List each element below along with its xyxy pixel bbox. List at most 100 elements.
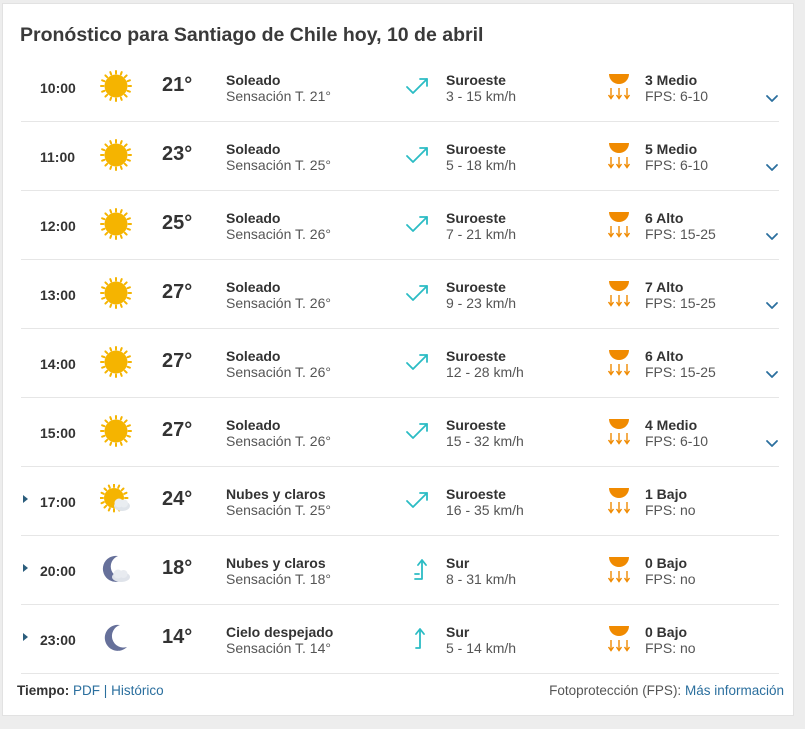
sun-icon	[100, 139, 132, 171]
forecast-row[interactable]: 13:00 27° Soleado Sensación T. 26° Suroe…	[21, 260, 779, 329]
row-temperature: 14°	[162, 626, 193, 648]
row-temperature: 27°	[162, 419, 193, 441]
wind-south-icon	[405, 625, 431, 651]
chevron-down-icon[interactable]	[765, 298, 779, 309]
sun-cloud-icon	[99, 483, 132, 516]
row-wind: Sur 8 - 31 km/h	[446, 555, 516, 587]
uv-sun-icon	[607, 209, 631, 239]
feels-like: Sensación T. 26°	[226, 226, 331, 242]
chevron-down-icon[interactable]	[765, 160, 779, 171]
wind-southwest-icon	[405, 418, 431, 444]
wind-direction: Suroeste	[446, 279, 506, 295]
chevron-down-icon[interactable]	[765, 436, 779, 447]
forecast-row[interactable]: 17:00 24° Nubes y claros Sensación T. 25…	[21, 467, 779, 536]
feels-like: Sensación T. 18°	[226, 571, 331, 587]
historico-link[interactable]: Histórico	[111, 683, 164, 698]
wind-direction: Suroeste	[446, 72, 506, 88]
wind-speed: 5 - 14 km/h	[446, 640, 517, 656]
fps-value: FPS: 6-10	[645, 157, 709, 173]
feels-like: Sensación T. 26°	[226, 295, 331, 311]
row-uv: 4 Medio FPS: 6-10	[645, 417, 708, 449]
row-wind: Suroeste 16 - 35 km/h	[446, 486, 524, 518]
row-time: 11:00	[40, 149, 76, 165]
row-condition: Cielo despejado Sensación T. 14°	[226, 624, 333, 656]
row-condition: Soleado Sensación T. 25°	[226, 141, 331, 173]
moon-icon	[100, 622, 132, 654]
page-title: Pronóstico para Santiago de Chile hoy, 1…	[20, 24, 484, 46]
uv-sun-icon	[607, 623, 631, 653]
row-uv: 0 Bajo FPS: no	[645, 555, 696, 587]
row-uv: 6 Alto FPS: 15-25	[645, 210, 716, 242]
row-wind: Suroeste 3 - 15 km/h	[446, 72, 516, 104]
fps-value: FPS: 15-25	[645, 226, 716, 242]
chevron-down-icon[interactable]	[765, 229, 779, 240]
row-condition: Nubes y claros Sensación T. 18°	[226, 555, 331, 587]
row-temperature: 27°	[162, 350, 193, 372]
uv-index: 0 Bajo	[645, 624, 688, 640]
row-wind: Suroeste 15 - 32 km/h	[446, 417, 524, 449]
row-wind: Sur 5 - 14 km/h	[446, 624, 516, 656]
wind-southwest-icon	[405, 211, 431, 237]
more-info-link[interactable]: Más información	[684, 683, 784, 698]
forecast-row[interactable]: 14:00 27° Soleado Sensación T. 26° Suroe…	[21, 329, 779, 398]
expand-caret-icon[interactable]	[23, 564, 28, 572]
row-uv: 3 Medio FPS: 6-10	[645, 72, 708, 104]
wind-direction: Suroeste	[446, 210, 506, 226]
feels-like: Sensación T. 25°	[226, 502, 331, 518]
forecast-row[interactable]: 20:00 18° Nubes y claros Sensación T. 18…	[21, 536, 779, 605]
link-separator: |	[103, 683, 108, 698]
sun-icon	[100, 277, 132, 309]
fps-value: FPS: no	[645, 502, 696, 518]
row-condition: Soleado Sensación T. 26°	[226, 417, 331, 449]
wind-southwest-icon	[405, 487, 431, 513]
uv-index: 6 Alto	[645, 348, 684, 364]
sun-icon	[100, 70, 132, 102]
chevron-down-icon[interactable]	[765, 367, 779, 378]
row-temperature: 23°	[162, 143, 193, 165]
row-uv: 0 Bajo FPS: no	[645, 624, 696, 656]
wind-direction: Suroeste	[446, 141, 506, 157]
wind-speed: 7 - 21 km/h	[446, 226, 517, 242]
row-time: 15:00	[40, 425, 76, 441]
row-condition: Soleado Sensación T. 26°	[226, 279, 331, 311]
row-time: 23:00	[40, 632, 76, 648]
hourly-forecast-list: 10:00 21° Soleado Sensación T. 21° Suroe…	[21, 53, 779, 674]
forecast-row[interactable]: 12:00 25° Soleado Sensación T. 26° Suroe…	[21, 191, 779, 260]
sun-icon	[100, 208, 132, 240]
uv-sun-icon	[607, 140, 631, 170]
forecast-row[interactable]: 10:00 21° Soleado Sensación T. 21° Suroe…	[21, 53, 779, 122]
condition-label: Nubes y claros	[226, 486, 326, 502]
condition-label: Soleado	[226, 279, 281, 295]
wind-speed: 5 - 18 km/h	[446, 157, 517, 173]
forecast-row[interactable]: 23:00 14° Cielo despejado Sensación T. 1…	[21, 605, 779, 674]
wind-speed: 16 - 35 km/h	[446, 502, 524, 518]
uv-index: 6 Alto	[645, 210, 684, 226]
row-wind: Suroeste 7 - 21 km/h	[446, 210, 516, 242]
row-wind: Suroeste 12 - 28 km/h	[446, 348, 524, 380]
feels-like: Sensación T. 26°	[226, 433, 331, 449]
fps-value: FPS: 15-25	[645, 364, 716, 380]
pdf-link[interactable]: PDF	[73, 683, 101, 698]
expand-caret-icon[interactable]	[23, 633, 28, 641]
uv-sun-icon	[607, 485, 631, 515]
row-uv: 6 Alto FPS: 15-25	[645, 348, 716, 380]
forecast-row[interactable]: 15:00 27° Soleado Sensación T. 26° Suroe…	[21, 398, 779, 467]
condition-label: Soleado	[226, 72, 281, 88]
forecast-row[interactable]: 11:00 23° Soleado Sensación T. 25° Suroe…	[21, 122, 779, 191]
fps-value: FPS: no	[645, 571, 696, 587]
wind-south-strong-icon	[405, 556, 431, 582]
sun-icon	[100, 415, 132, 447]
feels-like: Sensación T. 26°	[226, 364, 331, 380]
fps-label: Fotoprotección (FPS):	[549, 683, 682, 698]
row-temperature: 24°	[162, 488, 193, 510]
row-condition: Nubes y claros Sensación T. 25°	[226, 486, 331, 518]
feels-like: Sensación T. 21°	[226, 88, 331, 104]
condition-label: Cielo despejado	[226, 624, 334, 640]
expand-caret-icon[interactable]	[23, 495, 28, 503]
row-time: 20:00	[40, 563, 76, 579]
chevron-down-icon[interactable]	[765, 91, 779, 102]
row-condition: Soleado Sensación T. 21°	[226, 72, 331, 104]
wind-direction: Suroeste	[446, 348, 506, 364]
row-uv: 1 Bajo FPS: no	[645, 486, 696, 518]
wind-direction: Suroeste	[446, 486, 506, 502]
